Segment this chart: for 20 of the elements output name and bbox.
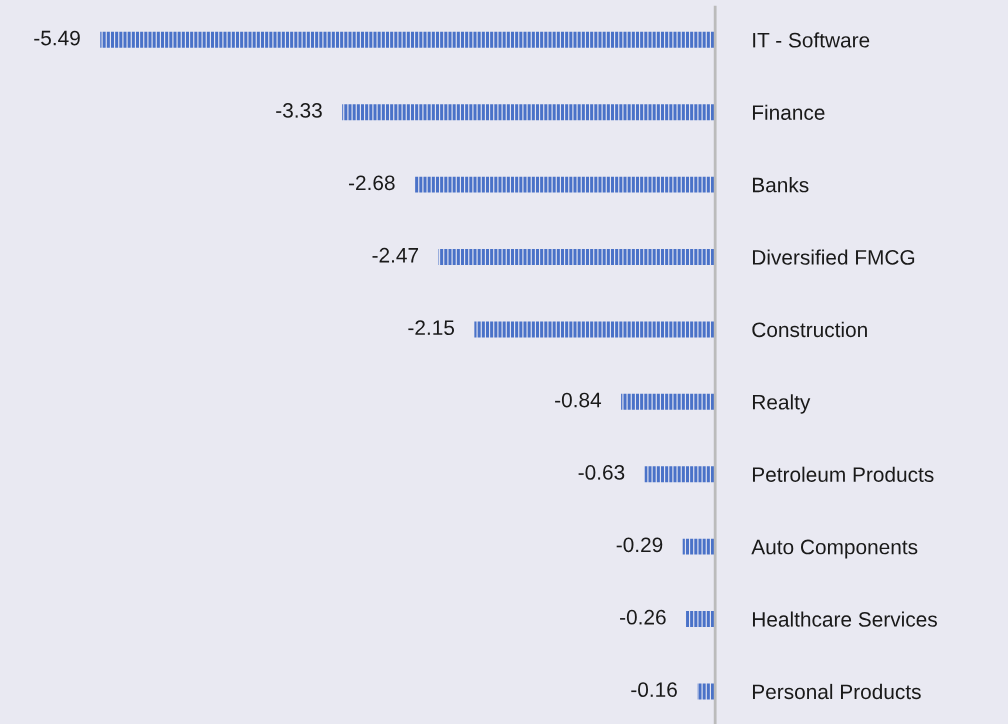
y-tick-label: Diversified FMCG [753, 249, 915, 265]
data-label: -5.49 [34, 30, 80, 46]
y-tick-label: IT - Software [753, 32, 870, 48]
data-label: -0.26 [620, 609, 666, 625]
y-tick-label: Banks [753, 177, 809, 193]
y-tick-label: Finance [753, 104, 825, 120]
y-tick-label: Personal Products [753, 683, 921, 700]
y-tick-label: Realty [753, 394, 811, 414]
data-label: -2.47 [372, 247, 419, 263]
data-label: -0.29 [616, 537, 663, 553]
y-tick-label: Construction [752, 321, 867, 338]
data-label: -3.33 [276, 103, 322, 118]
data-label: -2.68 [348, 175, 395, 191]
data-label: -2.15 [408, 320, 455, 336]
data-label: -0.84 [555, 392, 602, 408]
data-label: -0.16 [631, 682, 677, 698]
y-tick-label: Petroleum Products [753, 466, 934, 482]
data-label: -0.63 [578, 465, 625, 480]
y-tick-label: Healthcare Services [753, 611, 937, 627]
y-tick-label: Auto Components [751, 539, 918, 559]
